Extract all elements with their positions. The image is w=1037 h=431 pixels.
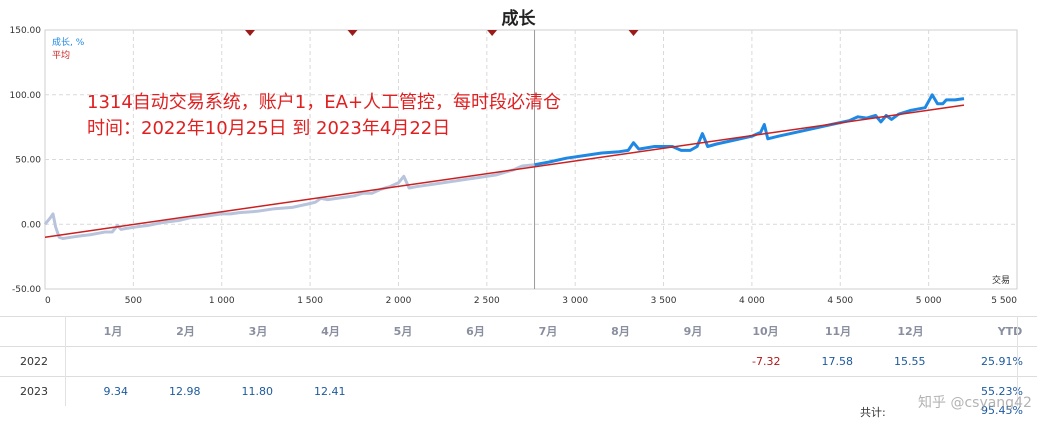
month-header: 7月 (538, 325, 558, 338)
y-axis-ticks: 150.00 100.00 50.00 0.00 -50.00 (10, 26, 42, 295)
ytd-header: YTD (997, 325, 1023, 338)
x-tick-label: 3 500 (651, 296, 677, 306)
growth-series-history (43, 163, 535, 240)
x-tick-label: 1 500 (297, 296, 323, 306)
ytd-value: 55.23% (981, 385, 1023, 398)
table-column-separator (1017, 316, 1018, 406)
grid-lines (45, 30, 1017, 289)
average-trend-line (44, 104, 965, 238)
x-axis-ticks: 0 500 1 000 1 500 2 000 2 500 3 000 3 500 4 000 4… (45, 296, 1017, 306)
y-tick-label: -50.00 (12, 285, 41, 295)
month-value: 11.80 (241, 385, 274, 398)
y-tick-label: 150.00 (10, 26, 42, 36)
annotation-line-2: 时间：2022年10月25日 到 2023年4月22日 (87, 118, 450, 139)
event-marker (487, 30, 498, 36)
x-tick-label: 5 000 (916, 296, 942, 306)
event-marker (628, 30, 639, 36)
total-value: 95.45% (981, 404, 1023, 417)
month-header: 6月 (466, 325, 485, 338)
month-value: 15.55 (894, 355, 926, 368)
y-tick-label: 100.00 (10, 91, 42, 101)
month-header: 8月 (611, 325, 630, 338)
month-value: 12.41 (314, 385, 346, 398)
series-layer (43, 93, 965, 240)
markers (245, 30, 639, 36)
year-label: 2023 (20, 385, 48, 398)
month-header: 2月 (176, 325, 195, 338)
month-header: 12月 (897, 325, 924, 338)
table-header-row: 1月 2月 3月 4月 5月 6月 7月 8月 9月 10月 11月 12月 YTD (0, 316, 1037, 347)
legend-average: 平均 (52, 49, 70, 61)
table-column-separator (65, 316, 66, 406)
monthly-returns-table: 1月 2月 3月 4月 5月 6月 7月 8月 9月 10月 11月 12月 YTD 2022 -7.32… (0, 316, 1037, 431)
table-row-2023: 2023 9.34 12.98 11.80 12.41 55.23% (0, 376, 1037, 407)
x-tick-label: 2 500 (474, 296, 500, 306)
month-value: 9.34 (103, 385, 129, 398)
x-tick-label: 1 000 (209, 296, 235, 306)
month-header: 9月 (683, 325, 703, 338)
x-tick-label: 3 000 (562, 296, 588, 306)
annotation-line-1: 1314自动交易系统，账户1，EA+人工管控，每时段必清仓 (87, 92, 561, 113)
month-header: 10月 (752, 325, 779, 338)
month-header: 3月 (248, 325, 268, 338)
x-tick-label: 5 500 (991, 296, 1017, 306)
x-tick-label: 500 (125, 296, 142, 306)
x-tick-label: 2 000 (386, 296, 412, 306)
x-tick-label: 4 500 (827, 296, 853, 306)
month-header: 4月 (321, 325, 340, 338)
x-tick-label: 0 (45, 296, 51, 306)
month-header: 11月 (824, 325, 852, 338)
year-label: 2022 (20, 355, 48, 368)
y-tick-label: 50.00 (15, 156, 41, 166)
month-header: 5月 (393, 325, 413, 338)
x-axis-label: 交易 (992, 274, 1010, 286)
month-value: 17.58 (821, 355, 854, 368)
month-value: 12.98 (169, 385, 201, 398)
growth-series-line (534, 93, 965, 167)
growth-chart: 150.00 100.00 50.00 0.00 -50.00 0 500 1 000 1 5… (10, 26, 1018, 306)
watermark-text: 知乎 @csyang42 (918, 395, 1032, 411)
y-tick-label: 0.00 (21, 220, 41, 230)
legend-growth: 成长, % (52, 36, 85, 48)
month-header: 1月 (103, 325, 123, 338)
event-marker (347, 30, 358, 36)
month-value: -7.32 (752, 355, 781, 368)
x-tick-label: 4 000 (739, 296, 765, 306)
total-label: 共计: (860, 406, 886, 419)
table-row-2022: 2022 -7.32 17.58 15.55 25.91% (0, 346, 1037, 377)
ytd-value: 25.91% (981, 355, 1023, 368)
chart-title: 成长 (501, 9, 536, 29)
event-marker (245, 30, 256, 36)
